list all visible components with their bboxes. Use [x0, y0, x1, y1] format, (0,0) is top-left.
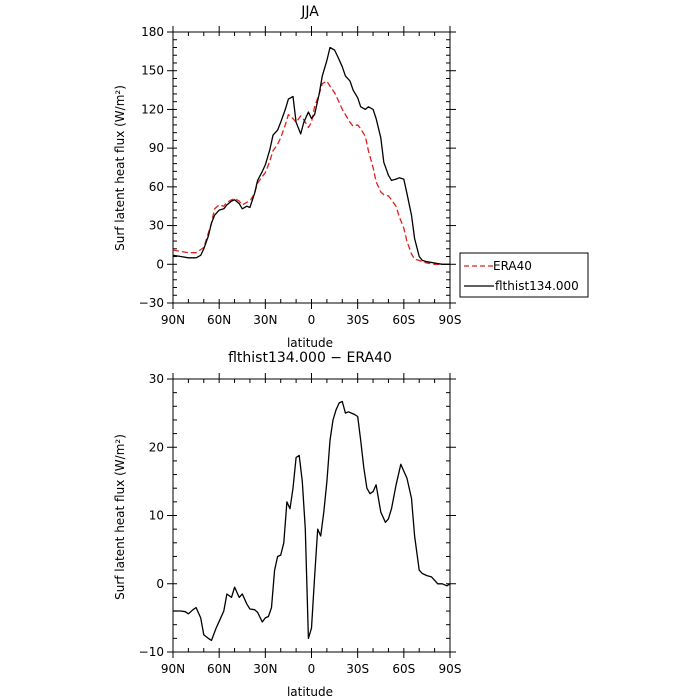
y-tick-label: −30 [139, 296, 164, 310]
y-tick-label: 180 [141, 25, 164, 39]
x-tick-label: 0 [308, 662, 316, 676]
legend-box [459, 252, 589, 298]
x-tick-label: 90N [161, 313, 185, 327]
y-tick-label: 0 [156, 257, 164, 271]
y-tick-label: 10 [149, 509, 164, 523]
x-tick-label: 90S [439, 662, 462, 676]
series-line-0 [172, 80, 450, 265]
y-tick-label: −10 [139, 645, 164, 659]
chart-title: JJA [300, 4, 319, 20]
y-tick-label: 30 [149, 219, 164, 233]
x-tick-label: 60N [207, 313, 231, 327]
legend-label-era40: ERA40 [493, 259, 532, 273]
plot-area: 90N 60N 30N 0 30S 60S 90S −30 0 30 60 90 120 150 180 [139, 25, 462, 327]
x-tick-label: 90N [161, 662, 185, 676]
x-tick-label: 0 [308, 313, 316, 327]
x-axis-label: latitude [287, 685, 333, 699]
y-tick-label: 120 [141, 102, 164, 116]
plot-frame [172, 378, 451, 653]
x-tick-label: 30S [346, 662, 369, 676]
difference-chart: flthist134.000 − ERA40 latitude Surf lat… [113, 350, 461, 699]
latent-heat-flux-chart: JJA latitude Surf latent heat flux (W/m²… [113, 4, 589, 350]
x-tick-label: 60S [392, 313, 415, 327]
chart-title: flthist134.000 − ERA40 [228, 350, 392, 366]
plot-area: 90N 60N 30N 0 30S 60S 90S −10 0 10 20 30 [139, 372, 462, 676]
x-tick-label: 30S [346, 313, 369, 327]
x-tick-label: 60S [392, 662, 415, 676]
x-tick-label: 30N [253, 662, 277, 676]
y-tick-label: 30 [149, 372, 164, 386]
x-tick-label: 30N [253, 313, 277, 327]
x-tick-label: 60N [207, 662, 231, 676]
series-line-0 [173, 400, 451, 642]
y-tick-label: 150 [141, 64, 164, 78]
series-line-1 [172, 46, 450, 265]
y-tick-label: 90 [149, 141, 164, 155]
y-axis-label: Surf latent heat flux (W/m²) [113, 434, 127, 600]
y-axis-label: Surf latent heat flux (W/m²) [113, 85, 127, 251]
y-tick-label: 0 [156, 577, 164, 591]
x-tick-label: 90S [439, 313, 462, 327]
legend: ERA40 flthist134.000 [459, 252, 589, 298]
legend-label-flthist: flthist134.000 [495, 279, 579, 293]
y-tick-label: 20 [149, 440, 164, 454]
plot-frame [172, 31, 451, 304]
y-tick-label: 60 [149, 180, 164, 194]
x-axis-label: latitude [287, 336, 333, 350]
